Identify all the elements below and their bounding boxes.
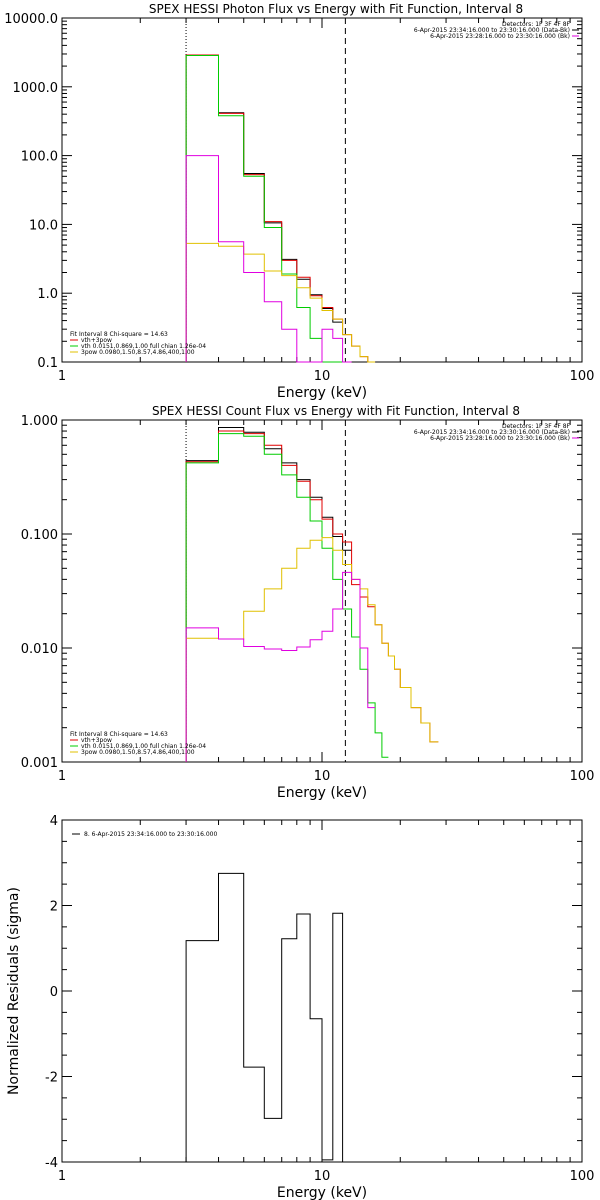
y-tick-label: 2	[50, 900, 58, 915]
x-tick-label: 10	[314, 769, 331, 784]
y-tick-label: -2	[45, 1071, 58, 1086]
legend-bottomleft-entry: 3pow 0.0980,1.50,8.57,4.86,400,1.00	[81, 749, 195, 756]
legend-topright-entry: Detectors: 1F 3F 4F 8F	[502, 423, 571, 430]
y-tick-label: -4	[45, 1156, 58, 1171]
x-tick-label: 1	[58, 369, 66, 384]
legend-topright-entry: 6-Apr-2015 23:28:16.000 to 23:30:16.000 …	[430, 435, 570, 442]
x-tick-label: 1	[58, 1169, 66, 1184]
legend-bottomleft-entry: Fit Interval 8 Chi-square = 14.63	[70, 331, 168, 338]
series-3pow	[185, 242, 376, 363]
legend-bottomleft-entry: vth+3pow	[81, 337, 112, 344]
legend-topright-entry: Detectors: 1F 3F 4F 8F	[502, 21, 571, 28]
plot-frame	[61, 419, 583, 763]
legend-bottomleft-entry: vth 0.0151,0.869,1.00 full chian 1.26e-0…	[81, 343, 206, 350]
legend-topright-entry: 6-Apr-2015 23:28:16.000 to 23:30:16.000 …	[430, 33, 570, 40]
y-tick-label: 1.0	[37, 287, 58, 302]
y-tick-label: 0.100	[21, 528, 58, 543]
series-curve-1	[185, 427, 352, 762]
y-tick-label: 10.0	[29, 218, 58, 233]
legend-topright-entry: 6-Apr-2015 23:34:16.000 to 23:30:16.000 …	[414, 27, 570, 34]
legend-bottomleft-entry: vth 0.0151,0.869,1.00 full chian 1.26e-0…	[81, 743, 206, 750]
x-tick-label: 1	[58, 769, 66, 784]
series-vth-3pow	[185, 430, 439, 762]
y-tick-label: 1.000	[21, 414, 58, 429]
legend-topleft-entry: 8. 6-Apr-2015 23:34:16.000 to 23:30:16.0…	[84, 831, 217, 838]
y-tick-label: 0.001	[21, 756, 58, 771]
y-tick-label: 0.1	[37, 356, 58, 371]
legend-bottomleft-entry: Fit Interval 8 Chi-square = 14.63	[70, 731, 168, 738]
y-axis-label: Normalized Residuals (sigma)	[6, 887, 22, 1095]
x-axis-label: Energy (keV)	[277, 785, 367, 801]
series-curve-5	[185, 155, 352, 363]
chart-title: SPEX HESSI Photon Flux vs Energy with Fi…	[149, 2, 523, 16]
series-curve-5	[185, 571, 376, 762]
y-tick-label: 100.0	[21, 150, 58, 165]
y-tick-label: 4	[50, 814, 58, 829]
panel-3: 1 10 100 Energy (keV) 4 2 0 -2 -4 Normalized Resi…	[6, 814, 594, 1200]
series-vth-3pow	[185, 54, 376, 363]
x-tick-label: 100	[570, 769, 595, 784]
panel-2: SPEX HESSI Count Flux vs Energy with Fit…	[21, 404, 595, 801]
x-tick-label: 100	[570, 1169, 595, 1184]
series-3pow	[185, 537, 439, 762]
chart-title: SPEX HESSI Count Flux vs Energy with Fit…	[152, 404, 520, 418]
series-vth	[185, 55, 343, 363]
series-vth	[185, 433, 389, 762]
x-tick-label: 100	[570, 369, 595, 384]
y-tick-label: 10000.0	[4, 12, 58, 27]
series-curve-1	[185, 872, 344, 1162]
x-tick-label: 10	[314, 1169, 331, 1184]
x-axis-label: Energy (keV)	[277, 1185, 367, 1200]
x-axis-label: Energy (keV)	[277, 385, 367, 401]
legend-topright-entry: 6-Apr-2015 23:34:16.000 to 23:30:16.000 …	[414, 429, 570, 436]
legend-bottomleft-entry: 3pow 0.0980,1.50,8.57,4.86,400,1.00	[81, 349, 195, 356]
y-tick-label: 1000.0	[13, 81, 59, 96]
x-tick-label: 10	[314, 369, 331, 384]
panel-1: SPEX HESSI Photon Flux vs Energy with Fi…	[4, 2, 594, 401]
y-tick-label: 0	[50, 985, 58, 1000]
legend-bottomleft-entry: vth+3pow	[81, 737, 112, 744]
y-tick-label: 0.010	[21, 642, 58, 657]
